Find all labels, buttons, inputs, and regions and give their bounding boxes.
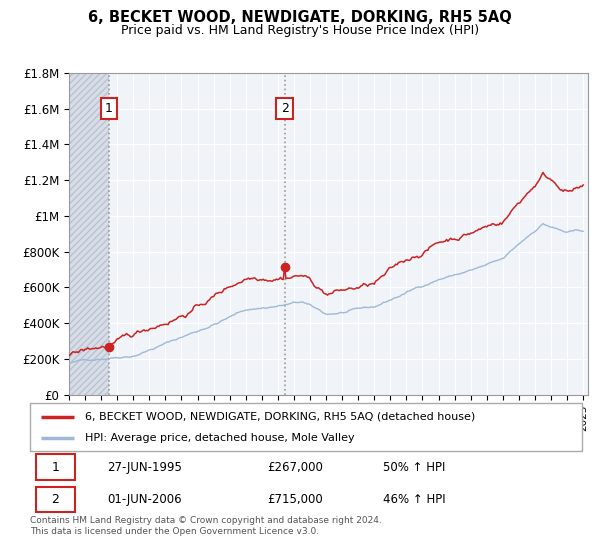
Text: 6, BECKET WOOD, NEWDIGATE, DORKING, RH5 5AQ: 6, BECKET WOOD, NEWDIGATE, DORKING, RH5 … xyxy=(88,10,512,25)
Text: 2: 2 xyxy=(52,493,59,506)
Text: 50% ↑ HPI: 50% ↑ HPI xyxy=(383,461,446,474)
Text: HPI: Average price, detached house, Mole Valley: HPI: Average price, detached house, Mole… xyxy=(85,433,355,443)
FancyBboxPatch shape xyxy=(30,403,582,451)
Text: £267,000: £267,000 xyxy=(268,461,323,474)
Text: 27-JUN-1995: 27-JUN-1995 xyxy=(107,461,182,474)
FancyBboxPatch shape xyxy=(35,487,75,512)
FancyBboxPatch shape xyxy=(35,454,75,480)
Text: 01-JUN-2006: 01-JUN-2006 xyxy=(107,493,182,506)
Text: 1: 1 xyxy=(105,102,113,115)
Text: Price paid vs. HM Land Registry's House Price Index (HPI): Price paid vs. HM Land Registry's House … xyxy=(121,24,479,37)
Text: 46% ↑ HPI: 46% ↑ HPI xyxy=(383,493,446,506)
Text: £715,000: £715,000 xyxy=(268,493,323,506)
Text: 1: 1 xyxy=(52,461,59,474)
Text: 2: 2 xyxy=(281,102,289,115)
Bar xyxy=(69,73,109,395)
Text: Contains HM Land Registry data © Crown copyright and database right 2024.
This d: Contains HM Land Registry data © Crown c… xyxy=(30,516,382,536)
Text: 6, BECKET WOOD, NEWDIGATE, DORKING, RH5 5AQ (detached house): 6, BECKET WOOD, NEWDIGATE, DORKING, RH5 … xyxy=(85,412,475,422)
